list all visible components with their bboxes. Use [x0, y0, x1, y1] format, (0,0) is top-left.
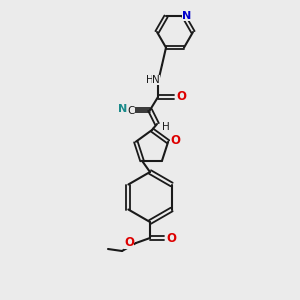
Text: N: N	[152, 75, 160, 85]
Text: O: O	[170, 134, 180, 147]
Text: H: H	[146, 75, 154, 85]
Text: H: H	[162, 122, 170, 132]
Text: O: O	[124, 236, 134, 248]
Text: N: N	[118, 104, 127, 114]
Text: O: O	[166, 232, 176, 244]
Text: N: N	[182, 11, 192, 21]
Text: C: C	[127, 106, 135, 116]
Text: O: O	[176, 91, 186, 103]
